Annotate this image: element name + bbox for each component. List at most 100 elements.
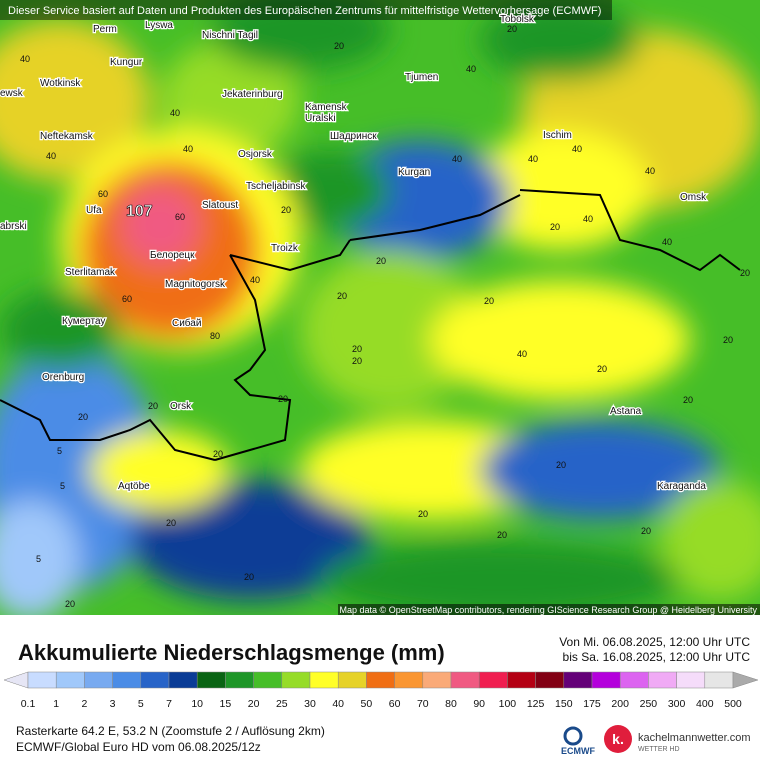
city-label: Troizk bbox=[271, 243, 299, 254]
site-logo: kachelmannwetter.com bbox=[638, 732, 751, 744]
contour-label: 20 bbox=[148, 401, 158, 411]
city-label: Aqtöbe bbox=[118, 481, 150, 492]
legend-swatch bbox=[309, 671, 339, 689]
legend-label: 2 bbox=[81, 698, 87, 710]
contour-label: 20 bbox=[78, 412, 88, 422]
contour-label: 20 bbox=[278, 394, 288, 404]
legend-swatch bbox=[55, 671, 85, 689]
legend-label: 300 bbox=[668, 698, 686, 710]
city-label: Wotkinsk bbox=[40, 78, 81, 89]
legend-label: 20 bbox=[248, 698, 260, 710]
contour-label: 20 bbox=[418, 509, 428, 519]
map bbox=[0, 0, 760, 615]
legend-label: 90 bbox=[473, 698, 485, 710]
title: Akkumulierte Niederschlagsmenge (mm) bbox=[18, 640, 445, 665]
contour-label: 5 bbox=[57, 446, 62, 456]
city-label: Jekaterinburg bbox=[222, 89, 283, 100]
city-label: Orenburg bbox=[42, 372, 84, 383]
legend-swatch bbox=[704, 671, 734, 689]
contour-label: 20 bbox=[244, 572, 254, 582]
city-label: Osjorsk bbox=[238, 149, 273, 160]
contour-label: 20 bbox=[213, 449, 223, 459]
legend-swatch bbox=[648, 671, 677, 689]
legend-arrow-right bbox=[732, 671, 759, 689]
contour-label: 5 bbox=[36, 554, 41, 564]
contour-label: 20 bbox=[65, 599, 75, 609]
city-label: Сибай bbox=[172, 317, 201, 329]
contour-label: 40 bbox=[662, 237, 672, 247]
city-label: Kungur bbox=[110, 57, 143, 68]
legend-swatch bbox=[591, 671, 621, 689]
contour-label: 40 bbox=[250, 275, 260, 285]
legend-swatch bbox=[676, 671, 706, 689]
legend-swatch bbox=[478, 671, 508, 689]
city-label: Белорецк bbox=[150, 250, 195, 261]
legend-swatch bbox=[563, 671, 593, 689]
legend-label: 250 bbox=[640, 698, 658, 710]
legend-label: 10 bbox=[191, 698, 203, 710]
legend-swatch bbox=[619, 671, 649, 689]
contour-label: 80 bbox=[210, 331, 220, 341]
city-label: Ischim bbox=[543, 130, 572, 141]
legend-label: 3 bbox=[110, 698, 116, 710]
legend-swatch bbox=[366, 671, 395, 689]
legend-label: 125 bbox=[527, 698, 545, 710]
city-label: ewsk bbox=[0, 88, 24, 99]
contour-label: 20 bbox=[281, 205, 291, 215]
legend-label: 15 bbox=[220, 698, 232, 710]
contour-label: 20 bbox=[352, 356, 362, 366]
city-label: Tscheljabinsk bbox=[246, 181, 306, 192]
contour-label: 40 bbox=[572, 144, 582, 154]
legend-label: 175 bbox=[583, 698, 601, 710]
legend-swatch bbox=[168, 671, 198, 689]
city-label: Karaganda bbox=[657, 481, 706, 492]
city-label: Perm bbox=[93, 24, 117, 35]
legend-swatch bbox=[394, 671, 424, 689]
city-label: Omsk bbox=[680, 192, 707, 203]
legend-label: 200 bbox=[611, 698, 629, 710]
contour-label: 20 bbox=[507, 24, 517, 34]
city-label: Tjumen bbox=[405, 72, 438, 83]
contour-label: 20 bbox=[723, 335, 733, 345]
contour-label: 20 bbox=[740, 268, 750, 278]
contour-label: 40 bbox=[170, 108, 180, 118]
city-label: Kamensk bbox=[305, 102, 348, 113]
header-notice: Dieser Service basiert auf Daten und Pro… bbox=[8, 5, 601, 17]
legend-swatch bbox=[27, 671, 57, 689]
legend-arrow-left bbox=[3, 671, 29, 689]
legend-swatch bbox=[225, 671, 254, 689]
legend-swatch bbox=[253, 671, 283, 689]
city-label: Nischni Tagil bbox=[202, 30, 258, 41]
contour-label: 40 bbox=[466, 64, 476, 74]
contour-label: 60 bbox=[98, 189, 108, 199]
legend-label: 0.1 bbox=[21, 698, 36, 710]
legend-label: 150 bbox=[555, 698, 573, 710]
contour-label: 20 bbox=[334, 41, 344, 51]
city-label: Uralski bbox=[305, 113, 336, 124]
city-label: abrski bbox=[0, 221, 27, 232]
city-label: Astana bbox=[610, 406, 642, 417]
site-logo-sub: WETTER HD bbox=[638, 746, 680, 753]
contour-label: 20 bbox=[484, 296, 494, 306]
valid-from: Von Mi. 06.08.2025, 12:00 Uhr UTC bbox=[559, 635, 750, 649]
legend-label: 30 bbox=[304, 698, 316, 710]
legend-swatch bbox=[450, 671, 480, 689]
model-info: ECMWF/Global Euro HD vom 06.08.2025/12z bbox=[16, 740, 261, 754]
contour-label: 20 bbox=[683, 395, 693, 405]
city-label: Tobolsk bbox=[500, 14, 535, 25]
peak-label: 107 bbox=[126, 203, 153, 220]
legend-label: 60 bbox=[389, 698, 401, 710]
contour-label: 20 bbox=[597, 364, 607, 374]
legend-label: 7 bbox=[166, 698, 172, 710]
contour-label: 40 bbox=[583, 214, 593, 224]
legend-swatch bbox=[140, 671, 170, 689]
contour-label: 20 bbox=[376, 256, 386, 266]
contour-label: 20 bbox=[641, 526, 651, 536]
contour-label: 20 bbox=[352, 344, 362, 354]
contour-label: 5 bbox=[60, 481, 65, 491]
contour-label: 20 bbox=[166, 518, 176, 528]
contour-label: 20 bbox=[497, 530, 507, 540]
contour-label: 20 bbox=[556, 460, 566, 470]
